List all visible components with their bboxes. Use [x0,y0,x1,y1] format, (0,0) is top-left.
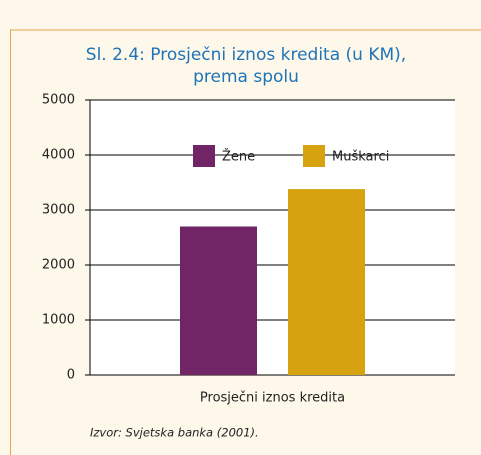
y-tick-label: 0 [67,368,75,383]
bar [180,226,257,375]
y-tick-label: 4000 [42,148,75,163]
legend-label: Žene [222,149,255,165]
y-tick-label: 2000 [42,258,75,273]
x-tick-label: Prosječni iznos kredita [200,391,345,406]
y-tick-label: 5000 [42,93,75,108]
chart-title: Sl. 2.4: Prosječni iznos kredita (u KM), [86,45,406,65]
plot-area [90,100,455,375]
y-tick-label: 3000 [42,203,75,218]
legend-label: Muškarci [332,150,389,165]
legend-swatch [303,145,325,167]
chart-title: prema spolu [193,67,299,87]
legend-swatch [193,145,215,167]
y-tick-label: 1000 [42,313,75,328]
bar [288,189,365,375]
source-note: Izvor: Svjetska banka (2001). [90,426,259,440]
